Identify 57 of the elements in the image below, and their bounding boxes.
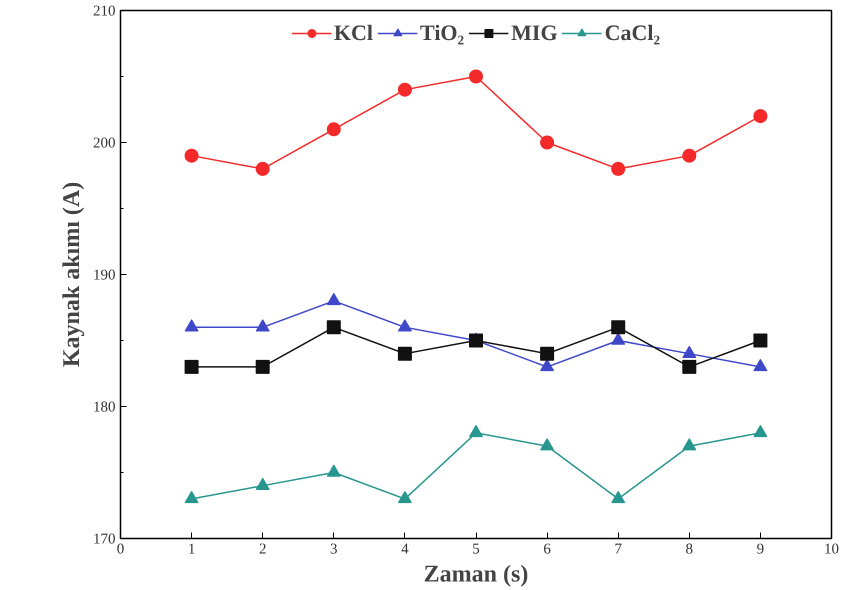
point xyxy=(753,334,768,348)
point xyxy=(256,162,270,176)
x-tick-label: 0 xyxy=(116,542,124,558)
point xyxy=(611,332,626,345)
x-tick-label: 6 xyxy=(543,542,552,558)
point xyxy=(611,320,626,334)
point xyxy=(256,478,270,490)
point xyxy=(326,320,341,334)
point xyxy=(682,346,696,358)
y-tick-label: 200 xyxy=(93,136,116,152)
point xyxy=(398,346,412,361)
point xyxy=(256,360,270,374)
y-axis-title: Kaynak akımı (A) xyxy=(59,182,85,368)
point xyxy=(611,490,626,504)
legend-label: CaCl₂ xyxy=(604,20,660,46)
point xyxy=(540,136,554,150)
point xyxy=(753,424,768,438)
point xyxy=(753,358,768,372)
y-tick-label: 180 xyxy=(93,400,116,416)
point xyxy=(682,360,696,374)
x-tick-label: 1 xyxy=(188,542,196,558)
x-tick-label: 8 xyxy=(686,542,694,558)
point xyxy=(682,438,696,450)
point xyxy=(398,82,412,97)
point xyxy=(469,70,483,84)
x-tick-label: 7 xyxy=(614,542,622,558)
y-tick-label: 170 xyxy=(93,532,116,548)
point xyxy=(184,490,199,504)
point xyxy=(540,358,554,372)
point xyxy=(540,438,554,450)
x-tick-label: 5 xyxy=(472,542,480,558)
point xyxy=(184,319,199,332)
x-tick-label: 10 xyxy=(824,542,839,558)
point xyxy=(611,162,626,176)
point xyxy=(326,292,341,306)
point xyxy=(398,490,412,504)
point xyxy=(469,334,483,348)
point xyxy=(184,360,199,374)
point xyxy=(184,148,199,163)
point xyxy=(540,346,554,361)
y-tick-label: 210 xyxy=(93,4,116,20)
point xyxy=(256,319,270,332)
point xyxy=(326,464,341,477)
point xyxy=(682,148,696,163)
x-tick-label: 9 xyxy=(756,542,764,558)
point xyxy=(469,424,483,438)
legend-label: KCl xyxy=(334,20,374,46)
x-tick-label: 3 xyxy=(330,542,338,558)
point xyxy=(326,122,341,136)
y-tick-label: 190 xyxy=(93,268,116,284)
point xyxy=(398,319,412,332)
legend-label: MIG xyxy=(511,20,558,46)
x-axis-title: Zaman (s) xyxy=(424,562,528,588)
point xyxy=(753,109,768,124)
x-tick-label: 2 xyxy=(258,542,266,558)
legend-label: TiO₂ xyxy=(420,20,464,46)
x-tick-label: 4 xyxy=(401,542,410,558)
